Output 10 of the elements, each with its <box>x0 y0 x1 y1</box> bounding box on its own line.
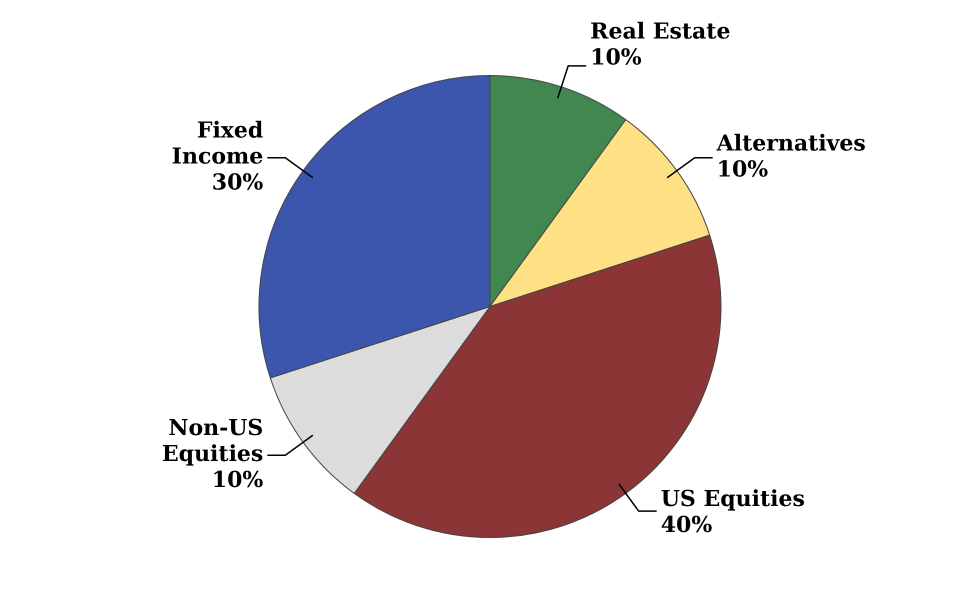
data-label: 40% <box>660 512 712 538</box>
slice-label: Real Estate <box>590 18 730 45</box>
slice-label: Non-US Equities <box>162 414 264 467</box>
data-label: 10% <box>716 156 768 183</box>
slice-label: Alternatives <box>716 130 866 157</box>
data-label: 30% <box>212 170 264 196</box>
data-label: 10% <box>212 466 264 493</box>
slice-label: US Equities <box>660 486 805 512</box>
slice-label: Fixed Income <box>172 118 264 170</box>
data-label: 10% <box>590 44 642 71</box>
